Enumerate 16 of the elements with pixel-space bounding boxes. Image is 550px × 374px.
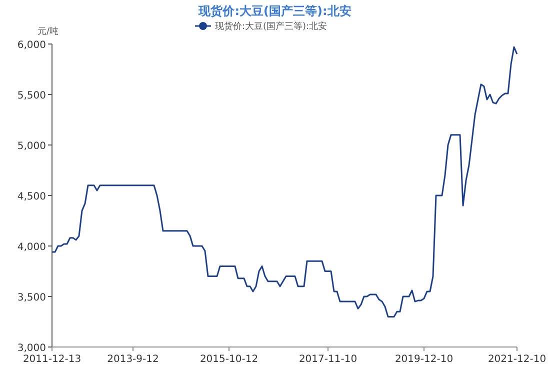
- y-tick-label: 4,500: [17, 192, 46, 202]
- x-tick-label: 2011-12-13: [22, 354, 82, 365]
- x-tick-label: 2015-10-12: [200, 354, 258, 365]
- x-tick-label: 2019-12-10: [394, 354, 454, 365]
- y-tick-label: 4,000: [17, 242, 46, 253]
- x-tick-label: 2013-9-12: [107, 354, 159, 365]
- x-tick-label: 2021-12-10: [488, 354, 546, 365]
- legend-label: 现货价:大豆(国产三等):北安: [215, 21, 328, 32]
- y-tick-label: 6,000: [17, 40, 46, 51]
- y-tick-label: 5,500: [17, 90, 46, 102]
- x-tick-label: 2017-11-10: [298, 354, 358, 365]
- y-tick-label: 3,000: [17, 343, 46, 354]
- chart-title: 现货价:大豆(国产三等):北安: [198, 4, 352, 18]
- y-tick-label: 3,500: [17, 292, 46, 304]
- y-tick-label: 5,000: [17, 141, 46, 152]
- y-axis-title: 元/吨: [37, 26, 59, 37]
